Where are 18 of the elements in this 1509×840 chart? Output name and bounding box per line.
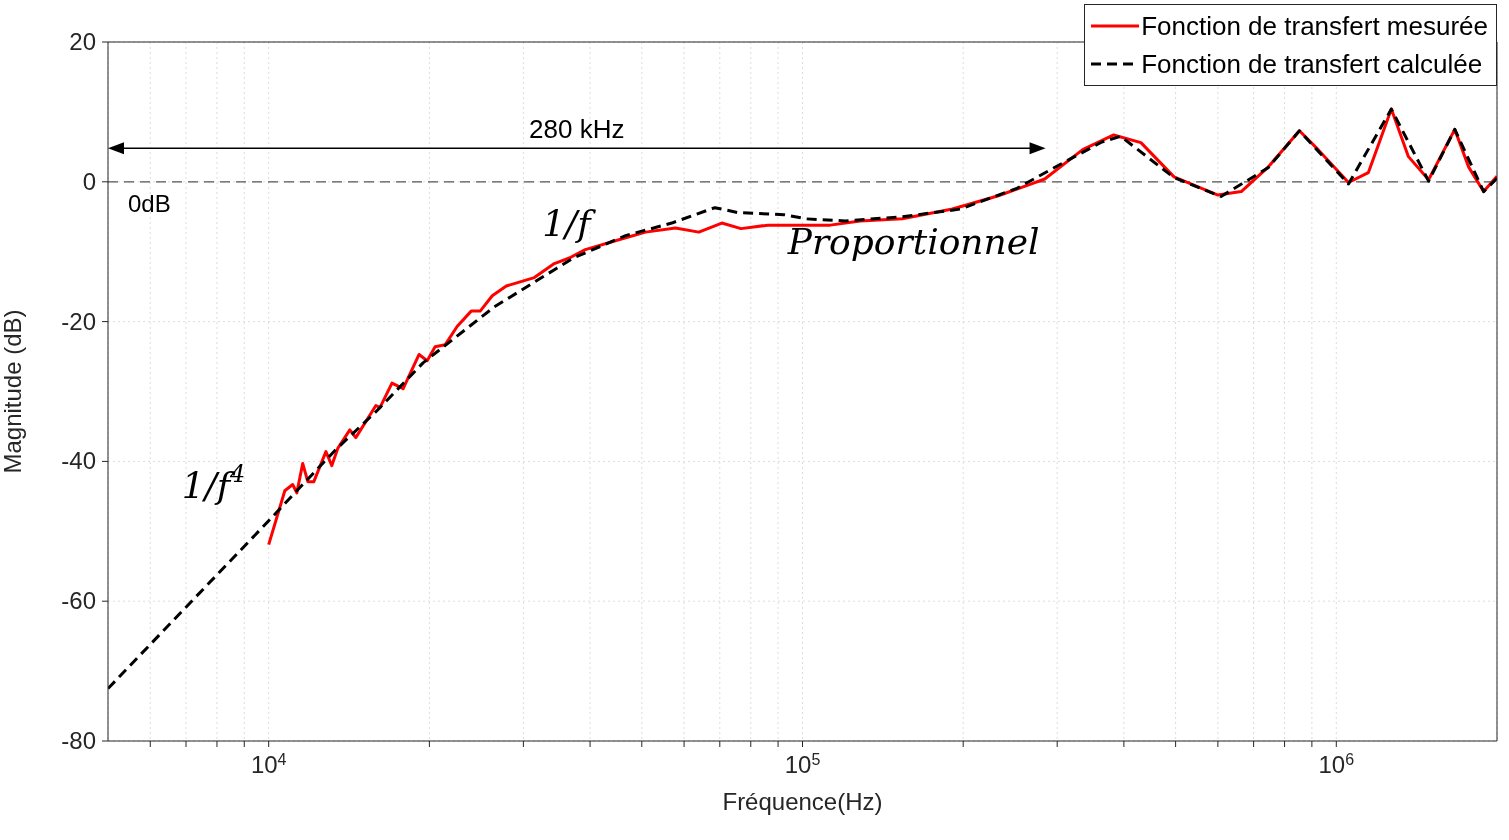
x-tick-label: 10$^{4}$ — [250, 750, 287, 778]
annotation: 1/f$^{4}$ — [181, 459, 246, 507]
y-tick-label: -40 — [61, 447, 96, 475]
y-tick-label: 0 — [82, 167, 96, 195]
y-tick-label: 20 — [69, 28, 96, 55]
y-tick-label: -80 — [61, 727, 96, 754]
x-axis-title: Fréquence(Hz) — [722, 788, 883, 815]
y-tick-label: -60 — [61, 587, 96, 615]
annotation: 1/f — [542, 203, 597, 245]
annotation: 280 kHz — [529, 114, 625, 145]
ref-line-label: 0dB — [128, 189, 171, 217]
x-tick-label: 10$^{5}$ — [784, 750, 821, 778]
y-axis-title: Magnitude (dB) — [0, 309, 26, 474]
annotation: Proportionnel — [786, 220, 1040, 262]
legend-label: Fonction de transfert calculée — [1141, 48, 1483, 81]
x-tick-label: 10$^{6}$ — [1318, 750, 1355, 778]
y-tick-label: -20 — [61, 307, 96, 335]
legend-label: Fonction de transfert mesurée — [1141, 10, 1488, 43]
